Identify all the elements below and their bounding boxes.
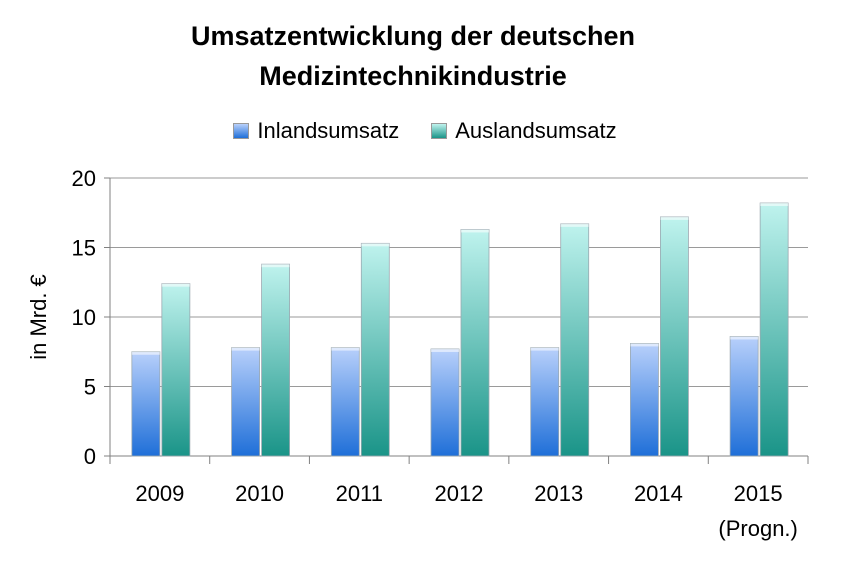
legend-swatch-ausland: [431, 123, 448, 139]
legend-label-inland: Inlandsumsatz: [257, 118, 400, 143]
y-tick-label: 15: [72, 236, 96, 261]
bar-inland: [131, 351, 161, 457]
bar-ausland: [660, 216, 689, 457]
bar-ausland: [759, 202, 789, 457]
x-tick-label: 2013: [534, 481, 583, 506]
legend-label-ausland: Auslandsumsatz: [455, 118, 617, 143]
bar-cap: [660, 216, 689, 220]
legend-item-inland: Inlandsumsatz: [233, 118, 399, 144]
x-tick-label: 2014: [634, 481, 683, 506]
x-tick-label: 2012: [435, 481, 484, 506]
bar-cap: [331, 347, 360, 351]
bar-cap: [361, 243, 390, 247]
bar-inland: [231, 347, 260, 457]
bar-cap: [161, 283, 190, 287]
bar-cap: [630, 343, 659, 347]
bar-cap: [131, 351, 160, 355]
bar-cap: [261, 264, 290, 268]
bar-inland: [630, 343, 659, 457]
bar-ausland: [161, 283, 191, 457]
bar-cap: [431, 348, 459, 352]
x-tick-label: 2009: [135, 481, 184, 506]
bar-cap: [461, 229, 489, 233]
x-tick-label: 2010: [235, 481, 284, 506]
bar-cap: [730, 336, 759, 340]
bar-inland: [430, 348, 460, 457]
bar-ausland: [460, 229, 490, 457]
legend: Inlandsumsatz Auslandsumsatz: [0, 118, 850, 144]
bar-cap: [231, 347, 260, 351]
y-tick-label: 5: [84, 375, 96, 400]
x-tick-label: 2015: [734, 481, 783, 506]
bar-inland: [330, 347, 360, 457]
chart-title-line1: Umsatzentwicklung der deutschen: [190, 21, 636, 51]
legend-item-ausland: Auslandsumsatz: [431, 118, 617, 144]
y-tick-label: 10: [72, 305, 96, 330]
y-tick-label: 20: [72, 166, 96, 191]
bar-cap: [560, 223, 589, 227]
y-axis-label: in Mrd. €: [26, 274, 51, 360]
bar-inland: [530, 347, 560, 457]
bar-ausland: [360, 242, 390, 457]
y-tick-label: 0: [84, 444, 96, 469]
bar-ausland: [560, 223, 590, 457]
bar-cap: [760, 203, 789, 207]
bar-inland: [729, 336, 759, 457]
x-tick-label: 2011: [336, 481, 383, 506]
bar-ausland: [261, 263, 290, 457]
chart-title-line2: Medizintechnikindustrie: [259, 61, 567, 91]
bar-cap: [530, 347, 559, 351]
chart-title: Umsatzentwicklung der deutschen Medizint…: [0, 16, 826, 96]
x-tick-sublabel: (Progn.): [718, 516, 797, 541]
legend-swatch-inland: [233, 123, 250, 139]
